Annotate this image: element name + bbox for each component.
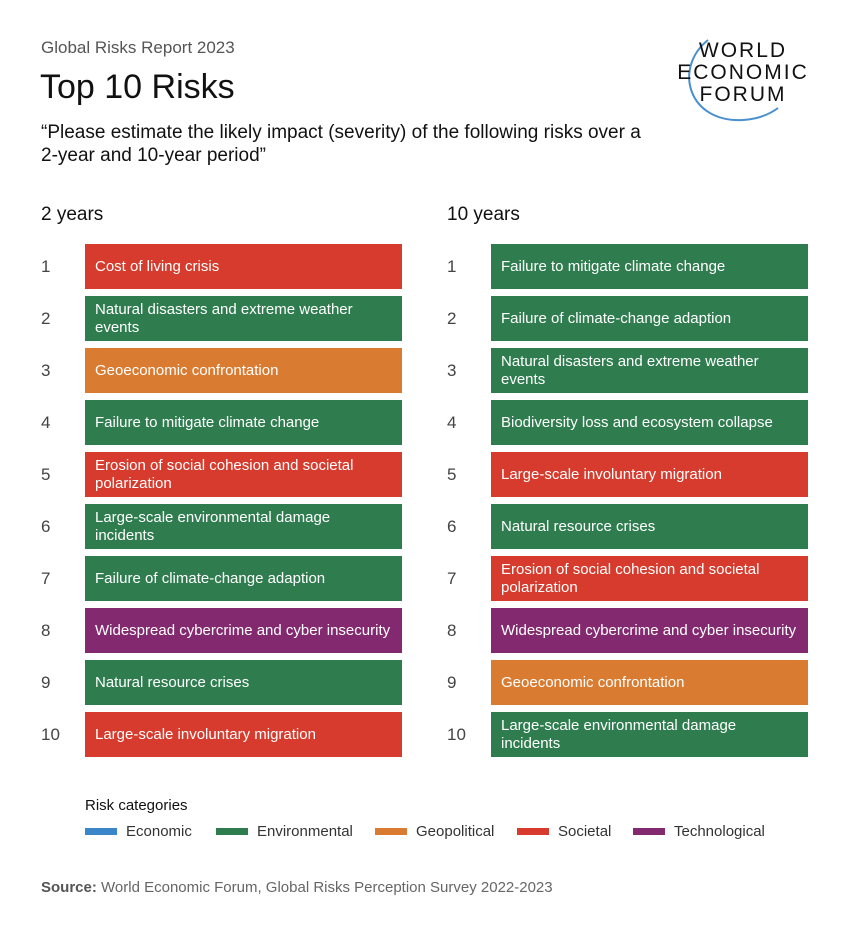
legend-entry: Environmental xyxy=(216,823,353,840)
risk-bar: Erosion of social cohesion and societal … xyxy=(85,452,402,497)
risk-label: Failure of climate-change adaption xyxy=(95,569,326,587)
risk-bar: Erosion of social cohesion and societal … xyxy=(491,556,808,601)
column-heading-2-years: 2 years xyxy=(41,204,104,225)
risk-bar: Large-scale involuntary migration xyxy=(491,452,808,497)
risk-rank: 7 xyxy=(447,569,457,588)
risk-label: Failure of climate-change adaption xyxy=(501,309,732,327)
legend-label: Environmental xyxy=(257,823,353,840)
survey-question: “Please estimate the likely impact (seve… xyxy=(41,122,641,166)
legend-label: Geopolitical xyxy=(416,823,495,840)
risk-bar: Large-scale involuntary migration xyxy=(85,712,402,757)
legend-label: Technological xyxy=(674,823,765,840)
logo-line: WORLD xyxy=(698,39,788,62)
risk-rank: 2 xyxy=(447,309,457,328)
legend-swatch xyxy=(375,828,407,835)
legend-entry: Technological xyxy=(633,823,765,840)
column-heading-10-years: 10 years xyxy=(447,204,520,225)
risk-bar: Failure to mitigate climate change xyxy=(85,400,402,445)
risk-rank: 8 xyxy=(41,621,51,640)
risk-bar: Natural resource crises xyxy=(85,660,402,705)
wef-logo: WORLD ECONOMIC FORUM xyxy=(668,38,818,128)
legend-swatch xyxy=(216,828,248,835)
risk-bar: Geoeconomic confrontation xyxy=(491,660,808,705)
legend-swatch xyxy=(85,828,117,835)
risk-label: Erosion of social cohesion and societal … xyxy=(95,456,354,492)
risk-rank: 1 xyxy=(447,257,457,276)
risk-label: Natural disasters and extreme weather ev… xyxy=(501,352,759,388)
risk-label: Failure to mitigate climate change xyxy=(501,257,726,275)
risk-label: Widespread cybercrime and cyber insecuri… xyxy=(95,621,391,639)
risk-label: Widespread cybercrime and cyber insecuri… xyxy=(501,621,797,639)
risk-rank: 10 xyxy=(447,725,466,744)
legend-entry: Societal xyxy=(517,823,611,840)
risk-bar: Failure of climate-change adaption xyxy=(85,556,402,601)
risk-bar: Natural disasters and extreme weather ev… xyxy=(85,296,402,341)
risk-label: Natural disasters and extreme weather ev… xyxy=(95,300,353,336)
risk-bar: Cost of living crisis xyxy=(85,244,402,289)
risk-rank: 10 xyxy=(41,725,60,744)
risk-bar: Large-scale environmental damage inciden… xyxy=(491,712,808,757)
risk-rank: 4 xyxy=(41,413,51,432)
risk-rank: 9 xyxy=(41,673,51,692)
risk-label: Natural resource crises xyxy=(501,517,656,535)
legend-entry: Geopolitical xyxy=(375,823,494,840)
risk-label: Geoeconomic confrontation xyxy=(95,361,279,379)
logo-line: FORUM xyxy=(699,83,787,106)
source-note: Source: World Economic Forum, Global Ris… xyxy=(41,879,553,896)
risk-rank: 5 xyxy=(41,465,51,484)
risk-rank: 1 xyxy=(41,257,51,276)
risk-label: Cost of living crisis xyxy=(95,257,220,275)
risk-bar: Failure to mitigate climate change xyxy=(491,244,808,289)
legend-swatch xyxy=(633,828,665,835)
risk-label: Failure to mitigate climate change xyxy=(95,413,320,431)
legend-label: Societal xyxy=(558,823,612,840)
risk-bar: Natural disasters and extreme weather ev… xyxy=(491,348,808,393)
risk-bar: Biodiversity loss and ecosystem collapse xyxy=(491,400,808,445)
risk-label: Erosion of social cohesion and societal … xyxy=(501,560,760,596)
risk-bar: Large-scale environmental damage inciden… xyxy=(85,504,402,549)
risk-bar: Geoeconomic confrontation xyxy=(85,348,402,393)
legend-swatch xyxy=(517,828,549,835)
risk-bar: Failure of climate-change adaption xyxy=(491,296,808,341)
source-label: Source: xyxy=(41,879,97,896)
risk-label: Geoeconomic confrontation xyxy=(501,673,685,691)
source-text: World Economic Forum, Global Risks Perce… xyxy=(96,879,553,896)
page-title: Top 10 Risks xyxy=(40,68,235,106)
legend-title: Risk categories xyxy=(85,797,188,814)
report-name: Global Risks Report 2023 xyxy=(41,38,235,57)
risk-label: Large-scale involuntary migration xyxy=(501,465,722,483)
risk-label: Large-scale environmental damage inciden… xyxy=(501,716,737,752)
risk-label: Natural resource crises xyxy=(95,673,250,691)
risk-rank: 2 xyxy=(41,309,51,328)
risk-rank: 3 xyxy=(447,361,457,380)
risk-bar: Widespread cybercrime and cyber insecuri… xyxy=(491,608,808,653)
logo-arc-icon xyxy=(688,39,779,122)
legend-label: Economic xyxy=(126,823,192,840)
risk-rank: 3 xyxy=(41,361,51,380)
risk-label: Biodiversity loss and ecosystem collapse xyxy=(501,413,773,431)
legend-entry: Economic xyxy=(85,823,192,840)
logo-line: ECONOMIC xyxy=(677,61,809,84)
risk-rank: 9 xyxy=(447,673,457,692)
risk-rank: 7 xyxy=(41,569,51,588)
risk-rank: 4 xyxy=(447,413,457,432)
risk-label: Large-scale environmental damage inciden… xyxy=(95,508,331,544)
risk-bar: Natural resource crises xyxy=(491,504,808,549)
risk-rank: 6 xyxy=(447,517,457,536)
risk-rank: 6 xyxy=(41,517,51,536)
risk-bar: Widespread cybercrime and cyber insecuri… xyxy=(85,608,402,653)
risk-rank: 8 xyxy=(447,621,457,640)
risk-label: Large-scale involuntary migration xyxy=(95,725,316,743)
risk-rank: 5 xyxy=(447,465,457,484)
